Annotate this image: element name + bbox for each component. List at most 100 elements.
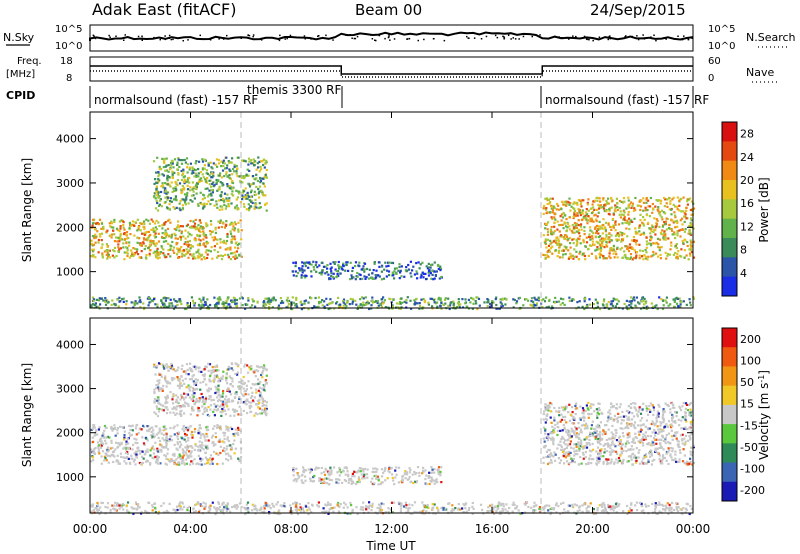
echo-cell [202, 233, 205, 236]
echo-cell [179, 385, 182, 388]
echo-cell [113, 250, 116, 253]
echo-cell [101, 254, 104, 257]
echo-cell [298, 475, 301, 478]
echo-cell [210, 436, 214, 439]
echo-cell [218, 199, 221, 202]
echo-cell [134, 441, 137, 444]
echo-cell [575, 223, 578, 226]
echo-cell [327, 273, 330, 276]
nsearch-dot [278, 39, 281, 42]
echo-cell [576, 201, 579, 204]
echo-cell [178, 379, 181, 382]
echo-cell [591, 420, 594, 423]
echo-cell [598, 256, 602, 259]
echo-cell [546, 202, 549, 206]
echo-cell [136, 241, 139, 244]
echo-cell [692, 240, 695, 243]
echo-cell [241, 159, 244, 162]
echo-cell [627, 210, 630, 214]
echo-cell [157, 362, 161, 365]
echo-cell [325, 477, 329, 480]
echo-cell [105, 249, 108, 252]
echo-cell [201, 173, 204, 176]
echo-cell [247, 380, 250, 383]
echo-cell [219, 219, 222, 222]
echo-cell [134, 300, 137, 303]
echo-cell [669, 248, 672, 251]
echo-cell [111, 429, 114, 432]
echo-cell [180, 246, 183, 249]
echo-cell [264, 407, 267, 410]
echo-cell [380, 298, 384, 301]
echo-cell [118, 248, 121, 251]
echo-cell [634, 230, 637, 233]
echo-cell [548, 202, 551, 205]
echo-cell [399, 269, 402, 272]
echo-cell [199, 299, 202, 302]
echo-cell [153, 192, 156, 195]
echo-cell [261, 376, 264, 379]
echo-cell [204, 397, 208, 400]
echo-cell [371, 477, 374, 480]
echo-cell [221, 255, 224, 258]
echo-cell [393, 270, 396, 273]
echo-cell [346, 299, 349, 303]
echo-cell [471, 307, 474, 310]
echo-cell [566, 431, 569, 434]
echo-cell [246, 303, 249, 306]
echo-cell [212, 410, 215, 413]
nsearch-dot [108, 34, 110, 37]
echo-cell [332, 272, 335, 275]
echo-cell [357, 305, 361, 308]
echo-cell [602, 304, 605, 307]
power-colorbar-label: Power [dB] [757, 177, 771, 242]
echo-cell [227, 365, 230, 368]
echo-cell [589, 431, 592, 434]
echo-cell [635, 456, 638, 459]
nsearch-dot [631, 35, 633, 38]
echo-cell [447, 304, 450, 307]
nsearch-label: N.Search [746, 31, 796, 44]
echo-cell [166, 366, 169, 369]
nsearch-dot [650, 36, 652, 38]
echo-cell [122, 297, 125, 300]
echo-cell [429, 272, 432, 275]
echo-cell [194, 172, 197, 175]
echo-cell [228, 168, 231, 171]
echo-cell [189, 463, 192, 466]
echo-cell [182, 370, 185, 373]
echo-cell [148, 252, 151, 255]
echo-cell [179, 455, 182, 458]
nsearch-dot [558, 36, 560, 38]
echo-cell [605, 202, 609, 205]
echo-cell [190, 296, 193, 299]
echo-cell [186, 303, 189, 307]
echo-cell [194, 443, 197, 446]
echo-cell [659, 202, 662, 205]
echo-cell [235, 250, 238, 253]
echo-cell [605, 199, 608, 203]
echo-cell [405, 301, 408, 304]
echo-cell [685, 206, 688, 209]
echo-cell [537, 298, 540, 301]
echo-cell [113, 218, 116, 221]
echo-cell [207, 307, 210, 310]
echo-cell [165, 305, 168, 308]
echo-cell [187, 384, 190, 387]
echo-cell [169, 247, 172, 250]
echo-cell [161, 173, 164, 176]
echo-cell [237, 156, 240, 159]
echo-cell [575, 250, 578, 253]
nsearch-tick-bottom: 10^0 [708, 41, 735, 52]
echo-cell [689, 252, 692, 255]
echo-cell [225, 425, 228, 428]
echo-cell [229, 246, 232, 249]
echo-cell [373, 300, 376, 303]
echo-cell [647, 199, 650, 202]
echo-cell [349, 278, 352, 281]
nsearch-dot [583, 35, 586, 38]
echo-cell [198, 160, 201, 163]
echo-cell [162, 248, 165, 251]
echo-cell [195, 183, 198, 186]
echo-cell [173, 452, 176, 455]
